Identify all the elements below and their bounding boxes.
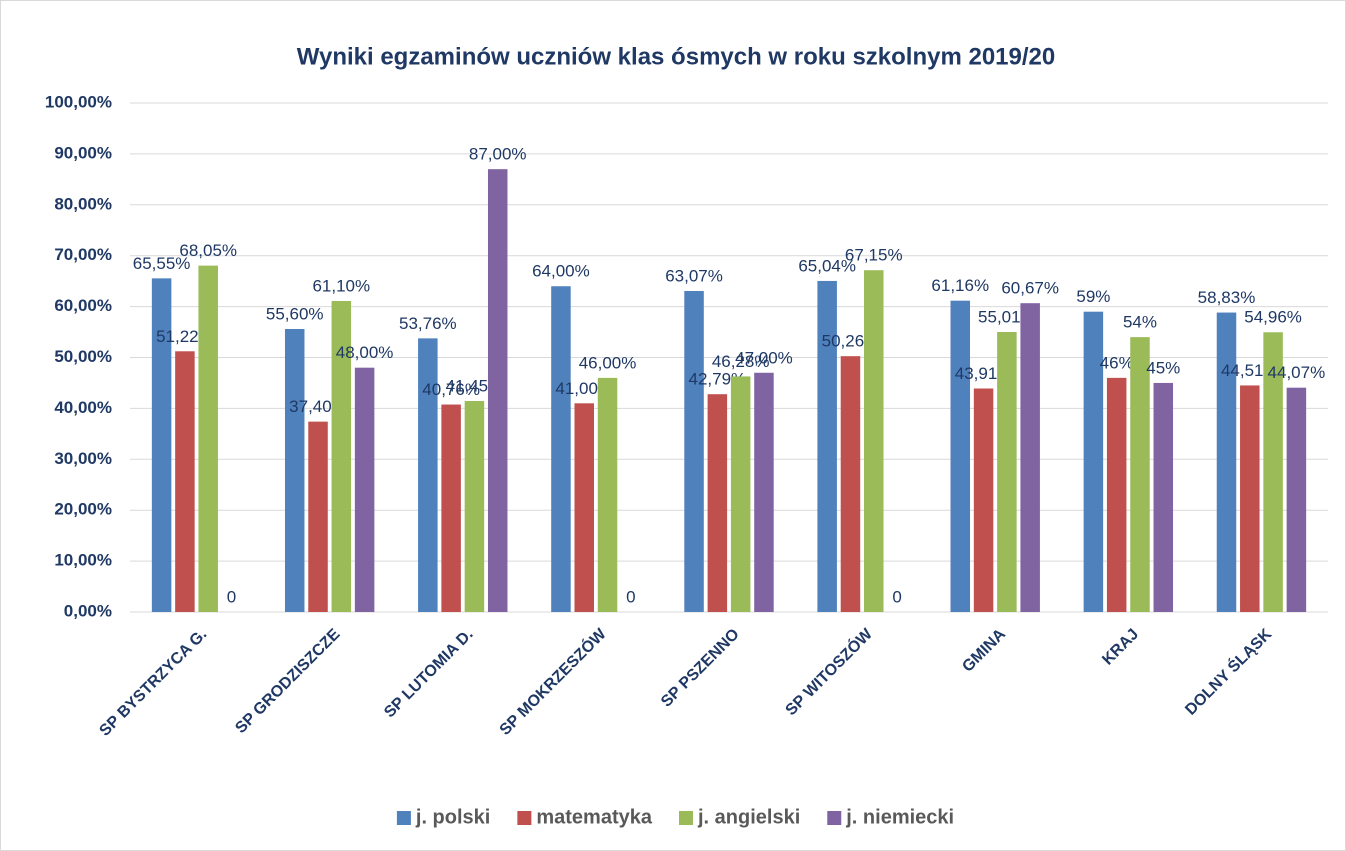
bar	[1083, 311, 1104, 612]
value-label: 59%	[1076, 287, 1110, 306]
y-tick-label: 60,00%	[54, 296, 112, 315]
bar	[175, 351, 195, 612]
bar	[597, 377, 618, 612]
bar	[730, 376, 751, 612]
bar	[487, 169, 508, 613]
bar	[1263, 332, 1283, 612]
value-label: 55,60%	[266, 304, 324, 323]
value-label: 40,76%	[422, 380, 480, 399]
value-label: 87,00%	[469, 145, 527, 164]
y-tick-label: 0,00%	[64, 601, 112, 620]
bar	[284, 328, 305, 612]
value-label: 58,83%	[1198, 288, 1256, 307]
bar	[840, 356, 861, 612]
y-tick-label: 20,00%	[54, 500, 112, 519]
bar	[817, 280, 837, 612]
value-label: 46,00%	[579, 353, 637, 372]
value-label: 61,16%	[931, 276, 989, 295]
bar	[464, 401, 485, 612]
value-label: 54,96%	[1244, 308, 1302, 327]
y-tick-label: 100,00%	[45, 92, 112, 111]
bar	[1286, 387, 1307, 612]
bar	[151, 278, 172, 612]
y-tick-label: 10,00%	[54, 551, 112, 570]
value-label: 68,05%	[179, 241, 237, 260]
legend-label: matematyka	[536, 806, 653, 828]
bar	[1240, 385, 1260, 612]
bar	[1153, 382, 1174, 612]
bar	[574, 403, 594, 612]
value-label: 67,15%	[845, 246, 903, 265]
y-tick-label: 80,00%	[54, 194, 112, 213]
value-label: 53,76%	[399, 314, 457, 333]
value-label: 0	[227, 587, 236, 606]
legend-swatch	[396, 811, 411, 825]
legend-swatch	[827, 811, 842, 825]
value-label: 60,67%	[1001, 279, 1059, 298]
value-label: 46,28%	[712, 352, 770, 371]
bar	[1020, 303, 1040, 612]
y-tick-label: 90,00%	[54, 143, 112, 162]
value-label: 0	[892, 587, 901, 606]
bar	[1130, 337, 1150, 612]
bar	[973, 388, 994, 612]
bar	[551, 286, 571, 612]
bar	[950, 300, 971, 612]
bar	[707, 394, 728, 612]
value-label: 46%	[1100, 353, 1134, 372]
bar	[864, 270, 884, 612]
legend-label: j. angielski	[697, 806, 800, 828]
y-tick-label: 50,00%	[54, 347, 112, 366]
legend-label: j. niemiecki	[845, 806, 954, 828]
chart-title: Wyniki egzaminów uczniów klas ósmych w r…	[297, 43, 1055, 70]
value-label: 63,07%	[665, 266, 723, 285]
bar	[418, 338, 438, 612]
value-label: 65,55%	[133, 254, 191, 273]
bar	[308, 421, 328, 612]
legend-swatch	[678, 811, 693, 825]
bar	[997, 331, 1017, 612]
bar	[331, 301, 352, 612]
value-label: 54%	[1123, 313, 1157, 332]
value-label: 61,10%	[312, 276, 370, 295]
bar	[1106, 377, 1127, 612]
bar	[1216, 312, 1237, 612]
value-label: 47,00%	[735, 348, 793, 367]
bar	[754, 372, 774, 612]
y-tick-label: 70,00%	[54, 245, 112, 264]
value-label: 0	[626, 587, 635, 606]
bar	[441, 404, 461, 612]
bar	[354, 367, 375, 612]
y-tick-label: 30,00%	[54, 449, 112, 468]
value-label: 64,00%	[532, 262, 590, 281]
y-tick-label: 40,00%	[54, 398, 112, 417]
legend-swatch	[517, 811, 532, 825]
value-label: 65,04%	[798, 256, 856, 275]
value-label: 44,07%	[1268, 363, 1326, 382]
legend-label: j. polski	[415, 806, 490, 828]
bar	[684, 290, 704, 612]
value-label: 45%	[1146, 358, 1180, 377]
value-label: 48,00%	[336, 343, 394, 362]
bar	[198, 265, 218, 612]
